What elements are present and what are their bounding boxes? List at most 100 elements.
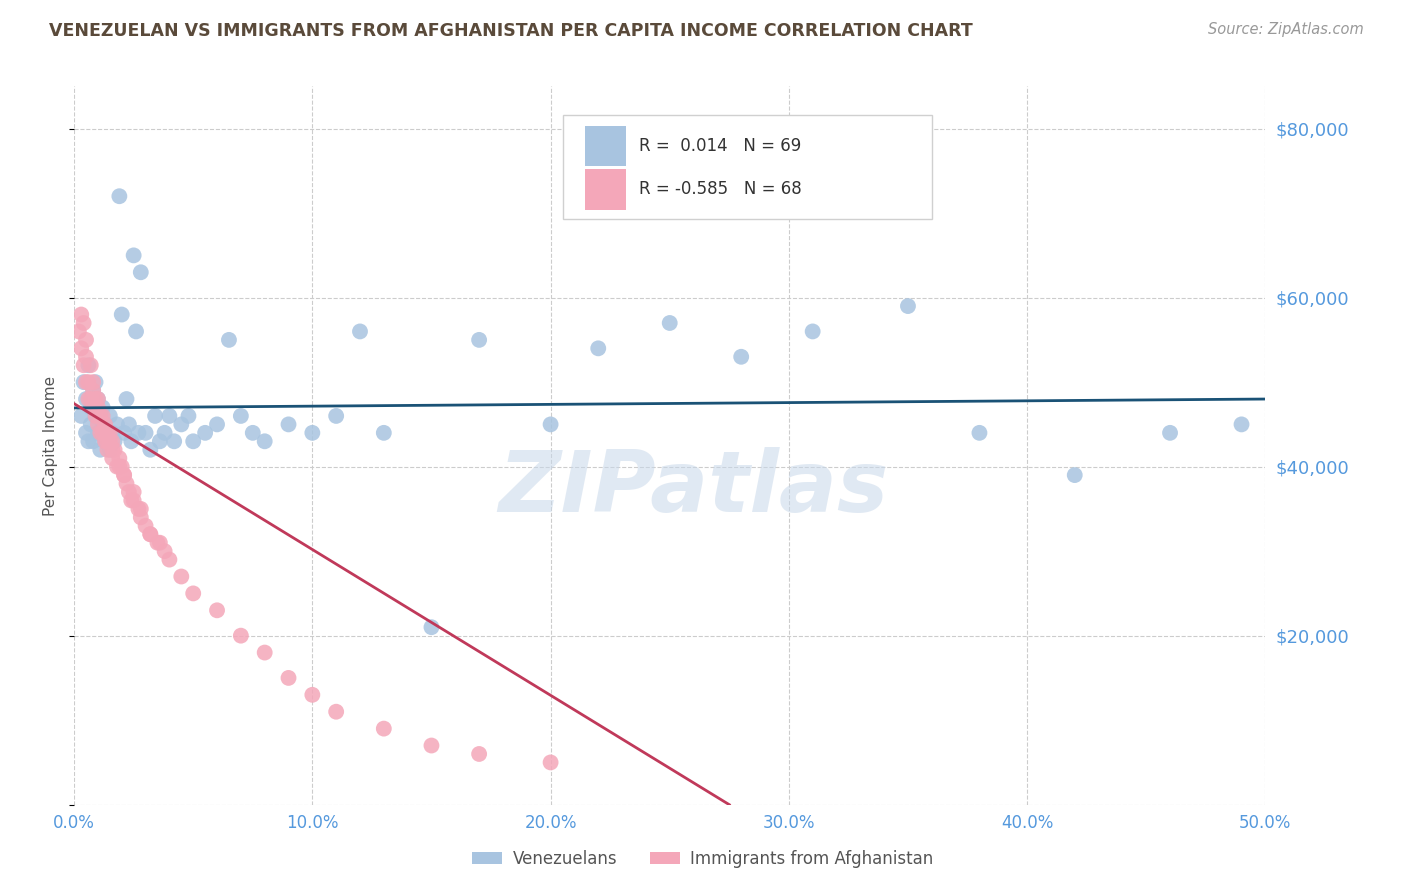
Point — [177, 409, 200, 423]
Point — [163, 434, 186, 449]
Point — [373, 425, 395, 440]
Point — [181, 586, 204, 600]
Point — [205, 603, 228, 617]
Point — [146, 535, 169, 549]
Point — [127, 425, 149, 440]
Point — [153, 544, 176, 558]
FancyBboxPatch shape — [585, 126, 626, 167]
Legend: Venezuelans, Immigrants from Afghanistan: Venezuelans, Immigrants from Afghanistan — [465, 844, 941, 875]
Point — [153, 425, 176, 440]
Point — [96, 442, 118, 457]
Text: R =  0.014   N = 69: R = 0.014 N = 69 — [638, 137, 801, 155]
Point — [129, 265, 152, 279]
Text: ZIPatlas: ZIPatlas — [498, 447, 889, 530]
Point — [157, 552, 180, 566]
Point — [91, 417, 114, 432]
Point — [82, 384, 104, 398]
Point — [1230, 417, 1253, 432]
Point — [218, 333, 240, 347]
Point — [108, 459, 131, 474]
Point — [325, 409, 347, 423]
Point — [139, 527, 162, 541]
Point — [149, 535, 172, 549]
Point — [540, 756, 562, 770]
Point — [70, 308, 93, 322]
Point — [70, 342, 93, 356]
Point — [98, 442, 121, 457]
Point — [82, 384, 104, 398]
Point — [170, 569, 193, 583]
Point — [82, 434, 104, 449]
Point — [75, 425, 97, 440]
Point — [91, 425, 114, 440]
Point — [468, 333, 491, 347]
Point — [75, 392, 97, 406]
Point — [77, 375, 100, 389]
Point — [253, 646, 276, 660]
Point — [112, 468, 135, 483]
Point — [94, 434, 117, 449]
Point — [108, 189, 131, 203]
Point — [801, 325, 824, 339]
Point — [89, 425, 111, 440]
Point — [373, 722, 395, 736]
Point — [91, 409, 114, 423]
Point — [98, 425, 121, 440]
Point — [277, 417, 299, 432]
Point — [420, 739, 443, 753]
Text: VENEZUELAN VS IMMIGRANTS FROM AFGHANISTAN PER CAPITA INCOME CORRELATION CHART: VENEZUELAN VS IMMIGRANTS FROM AFGHANISTA… — [49, 22, 973, 40]
Point — [420, 620, 443, 634]
Point — [325, 705, 347, 719]
Point — [468, 747, 491, 761]
Point — [170, 417, 193, 432]
Point — [72, 358, 94, 372]
Point — [139, 442, 162, 457]
Point — [75, 333, 97, 347]
Point — [98, 409, 121, 423]
Point — [229, 629, 252, 643]
Point — [77, 358, 100, 372]
Point — [89, 409, 111, 423]
Point — [105, 417, 128, 432]
Point — [98, 434, 121, 449]
Point — [242, 425, 264, 440]
Point — [77, 434, 100, 449]
FancyBboxPatch shape — [562, 115, 932, 219]
Point — [87, 425, 110, 440]
Point — [1063, 468, 1085, 483]
Point — [84, 392, 107, 406]
Point — [101, 442, 124, 457]
Point — [1159, 425, 1181, 440]
Point — [157, 409, 180, 423]
Point — [84, 409, 107, 423]
Point — [72, 375, 94, 389]
Point — [969, 425, 991, 440]
Point — [80, 358, 103, 372]
Point — [194, 425, 217, 440]
Point — [122, 485, 145, 500]
Point — [127, 502, 149, 516]
Point — [730, 350, 752, 364]
Point — [111, 459, 134, 474]
Point — [96, 425, 118, 440]
Point — [181, 434, 204, 449]
Point — [118, 417, 141, 432]
Point — [89, 442, 111, 457]
Point — [125, 325, 148, 339]
Point — [586, 342, 609, 356]
Point — [108, 451, 131, 466]
Point — [82, 401, 104, 415]
Point — [89, 409, 111, 423]
Point — [112, 468, 135, 483]
Point — [96, 425, 118, 440]
Point — [94, 434, 117, 449]
Point — [84, 409, 107, 423]
Point — [70, 409, 93, 423]
Y-axis label: Per Capita Income: Per Capita Income — [44, 376, 58, 516]
FancyBboxPatch shape — [585, 169, 626, 210]
Point — [75, 375, 97, 389]
Point — [122, 248, 145, 262]
Point — [897, 299, 920, 313]
Point — [94, 417, 117, 432]
Point — [87, 392, 110, 406]
